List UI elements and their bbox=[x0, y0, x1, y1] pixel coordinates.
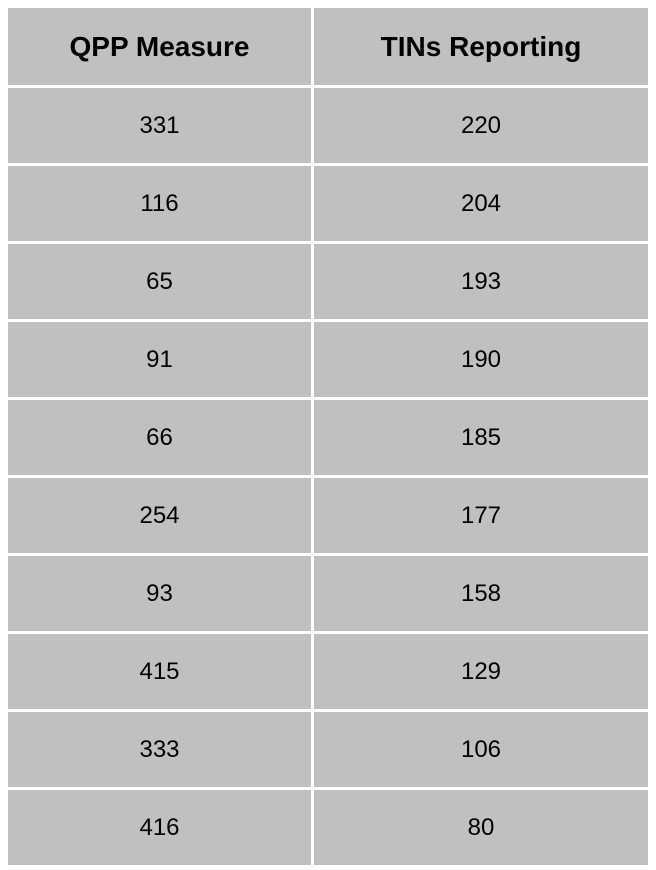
cell-tins-reporting: 220 bbox=[314, 88, 648, 163]
header-qpp-measure: QPP Measure bbox=[8, 8, 311, 85]
cell-qpp-measure: 254 bbox=[8, 478, 311, 553]
cell-qpp-measure: 93 bbox=[8, 556, 311, 631]
cell-tins-reporting: 158 bbox=[314, 556, 648, 631]
cell-tins-reporting: 80 bbox=[314, 790, 648, 865]
cell-tins-reporting: 204 bbox=[314, 166, 648, 241]
header-tins-reporting: TINs Reporting bbox=[314, 8, 648, 85]
cell-tins-reporting: 190 bbox=[314, 322, 648, 397]
cell-tins-reporting: 177 bbox=[314, 478, 648, 553]
cell-qpp-measure: 66 bbox=[8, 400, 311, 475]
cell-tins-reporting: 193 bbox=[314, 244, 648, 319]
cell-tins-reporting: 129 bbox=[314, 634, 648, 709]
cell-qpp-measure: 333 bbox=[8, 712, 311, 787]
cell-qpp-measure: 116 bbox=[8, 166, 311, 241]
cell-tins-reporting: 106 bbox=[314, 712, 648, 787]
cell-qpp-measure: 415 bbox=[8, 634, 311, 709]
cell-qpp-measure: 416 bbox=[8, 790, 311, 865]
cell-qpp-measure: 91 bbox=[8, 322, 311, 397]
data-table: QPP Measure TINs Reporting 331 220 116 204 6… bbox=[8, 8, 648, 865]
cell-qpp-measure: 331 bbox=[8, 88, 311, 163]
cell-qpp-measure: 65 bbox=[8, 244, 311, 319]
cell-tins-reporting: 185 bbox=[314, 400, 648, 475]
